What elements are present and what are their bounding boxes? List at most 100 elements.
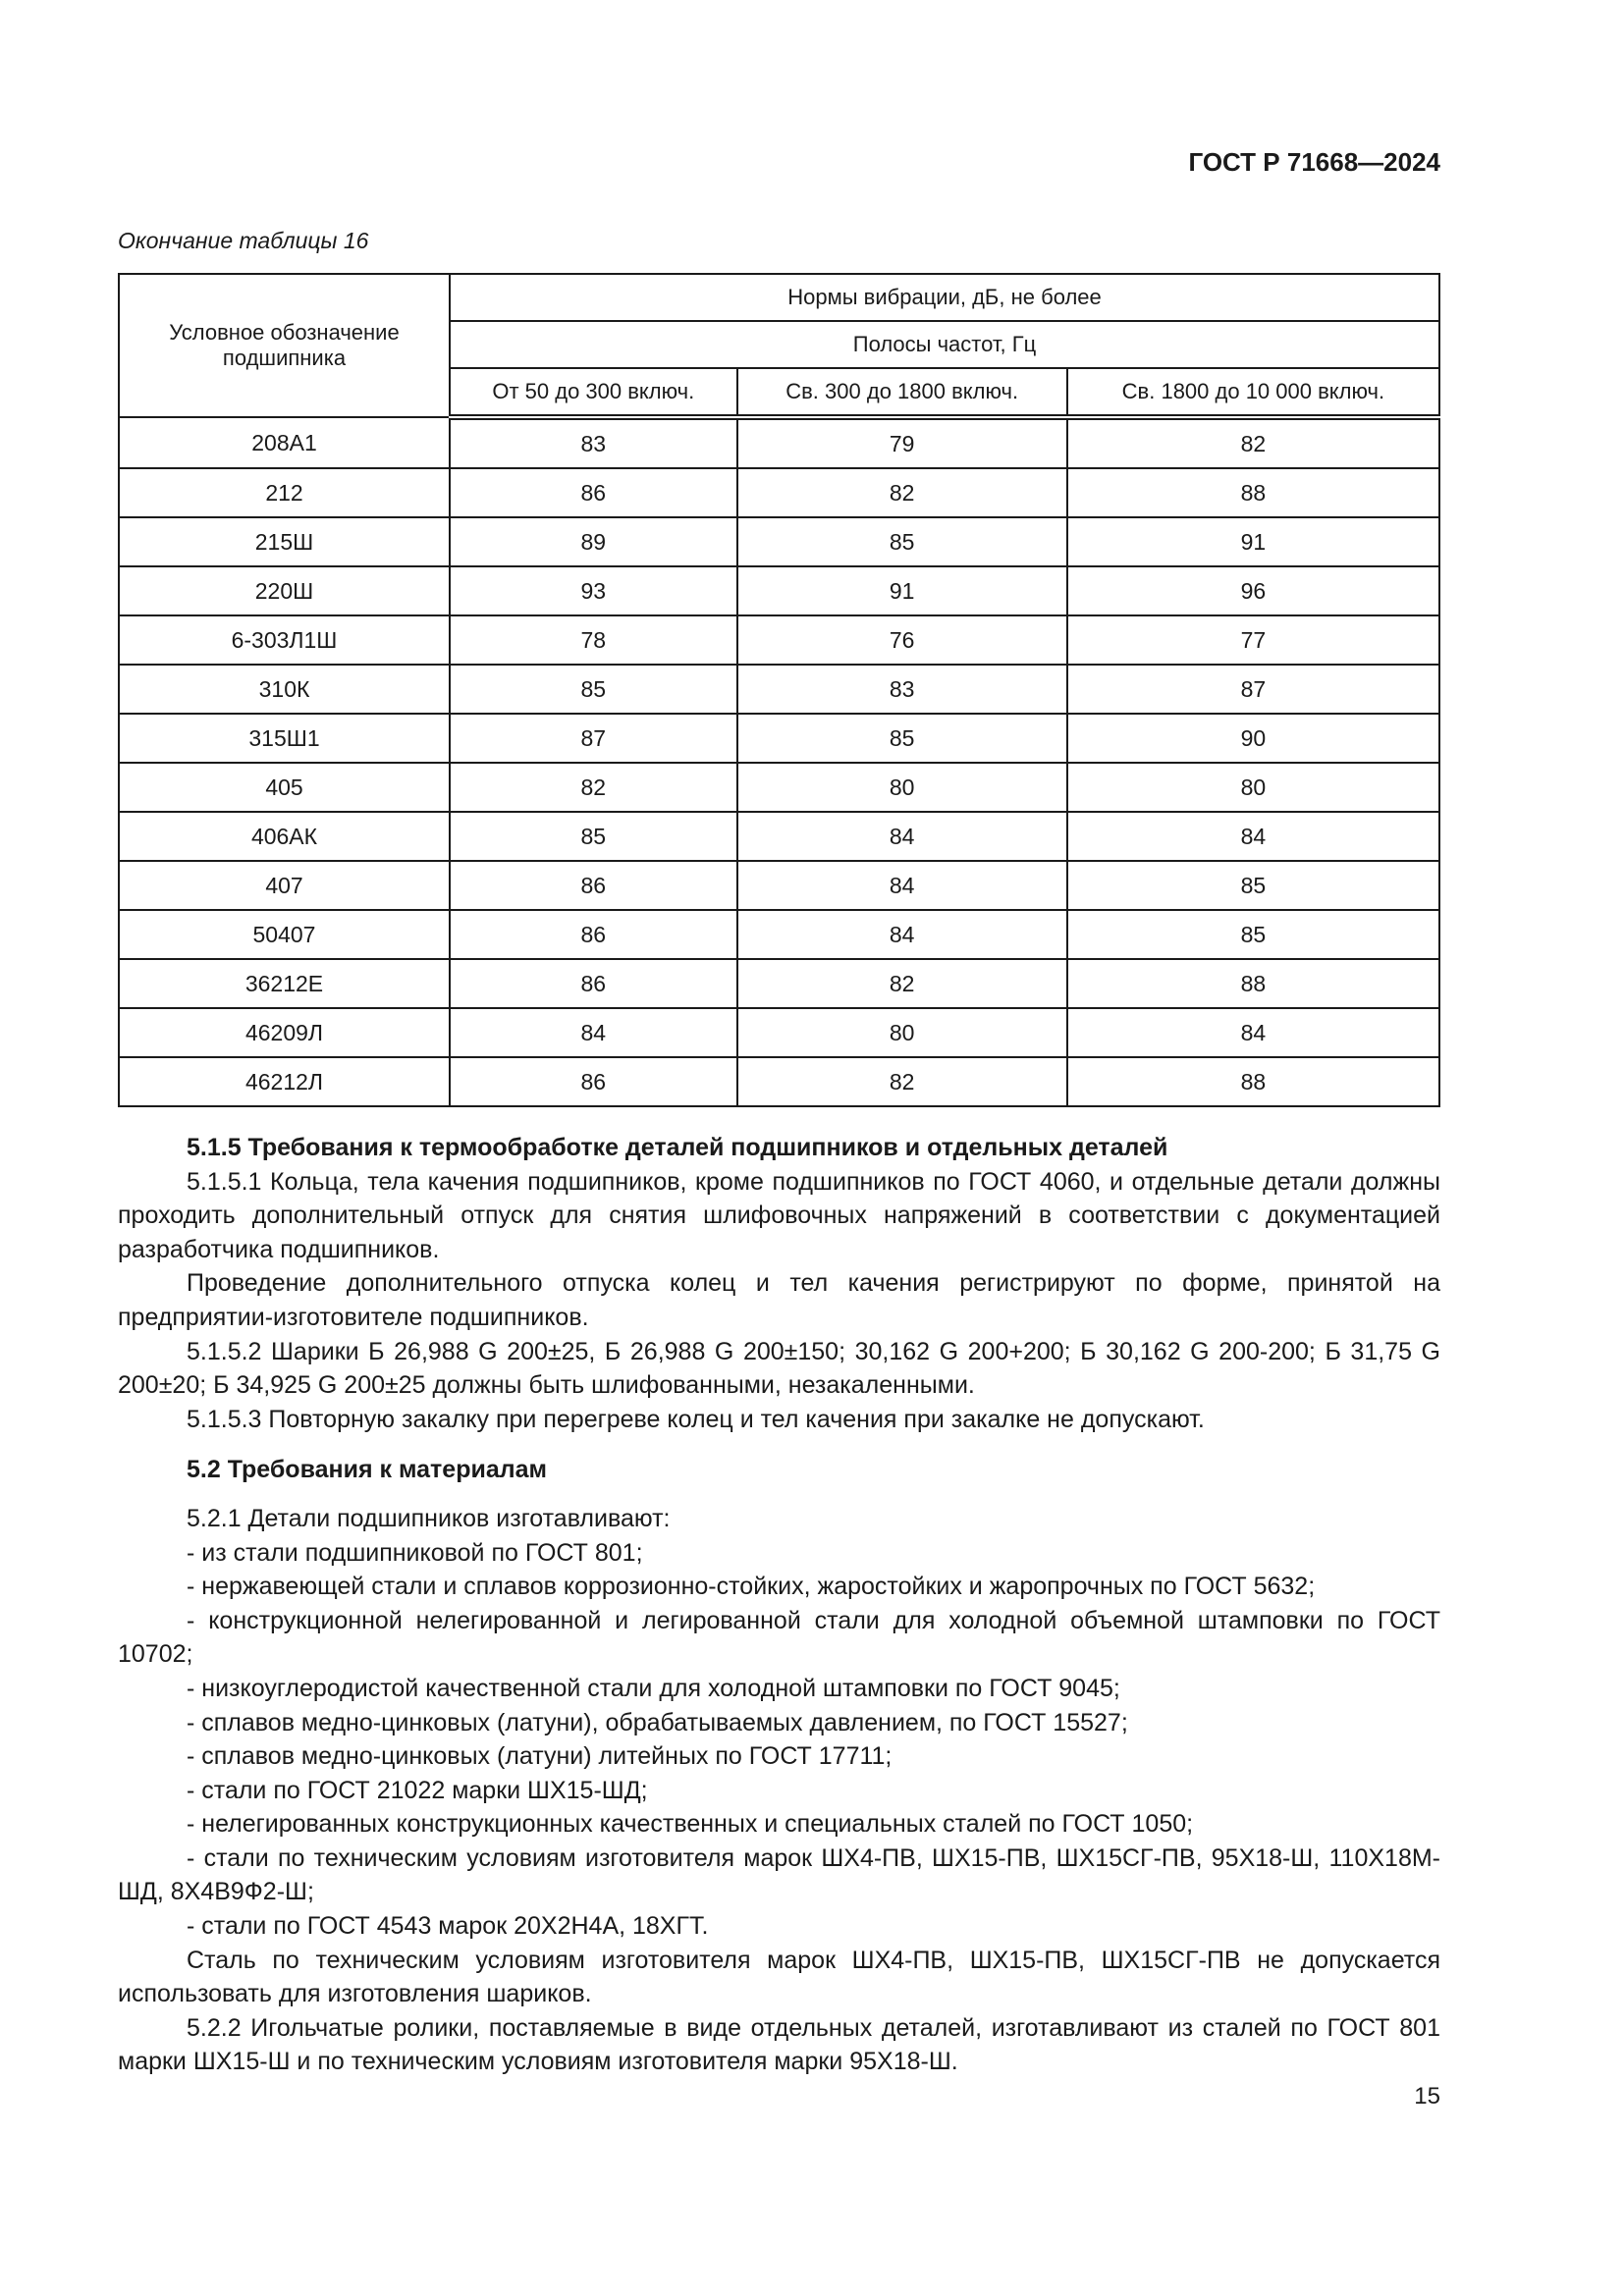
cell-value: 84 xyxy=(1065,1007,1441,1058)
document-id: ГОСТ Р 71668—2024 xyxy=(1188,147,1440,177)
table-row: 46209Л 84 80 84 xyxy=(118,1007,1441,1058)
cell-value: 96 xyxy=(1065,565,1441,616)
col-header-designation: Условное обозначение подшипника xyxy=(118,273,451,418)
paragraph: 5.2.2 Игольчатые ролики, поставляемые в … xyxy=(118,2013,1440,2076)
table-row: 310К 85 83 87 xyxy=(118,664,1441,715)
sub-header: Полосы частот, Гц xyxy=(449,320,1440,369)
paragraph: - стали по ГОСТ 4543 марок 20Х2Н4А, 18ХГ… xyxy=(187,1912,709,1941)
cell-designation: 407 xyxy=(118,860,451,911)
table-row: 208А1 83 79 82 xyxy=(118,416,1441,469)
cell-value: 86 xyxy=(449,860,738,911)
col-header-band: Св. 300 до 1800 включ. xyxy=(735,367,1068,420)
cell-value: 82 xyxy=(735,467,1068,518)
vibration-table: Условное обозначение подшипника Нормы ви… xyxy=(118,273,1441,1107)
paragraph: - нержавеющей стали и сплавов коррозионн… xyxy=(187,1573,1316,1601)
cell-value: 85 xyxy=(449,811,738,862)
cell-designation: 212 xyxy=(118,467,451,518)
table-row: 50407 86 84 85 xyxy=(118,909,1441,960)
cell-designation: 406АК xyxy=(118,811,451,862)
cell-value: 91 xyxy=(1065,516,1441,567)
cell-value: 84 xyxy=(735,811,1068,862)
cell-value: 84 xyxy=(449,1007,738,1058)
cell-value: 89 xyxy=(449,516,738,567)
cell-value: 84 xyxy=(735,909,1068,960)
cell-value: 80 xyxy=(735,762,1068,813)
cell-value: 77 xyxy=(1065,614,1441,666)
table-row: 215Ш 89 85 91 xyxy=(118,516,1441,567)
table-row: 6-303Л1Ш 78 76 77 xyxy=(118,614,1441,666)
cell-designation: 208А1 xyxy=(118,416,451,469)
paragraph: - сплавов медно-цинковых (латуни) литейн… xyxy=(187,1742,893,1771)
cell-value: 85 xyxy=(1065,860,1441,911)
cell-value: 88 xyxy=(1065,467,1441,518)
cell-designation: 6-303Л1Ш xyxy=(118,614,451,666)
paragraph: 5.1.5.3 Повторную закалку при перегреве … xyxy=(187,1405,1205,1433)
paragraph: - низкоуглеродистой качественной стали д… xyxy=(187,1674,1120,1702)
cell-value: 82 xyxy=(449,762,738,813)
cell-value: 82 xyxy=(735,1056,1068,1107)
cell-value: 84 xyxy=(1065,811,1441,862)
paragraph: Проведение дополнительного отпуска колец… xyxy=(118,1269,1440,1331)
section-heading: 5.2 Требования к материалам xyxy=(187,1456,548,1484)
page-number: 15 xyxy=(1414,2083,1440,2109)
cell-value: 82 xyxy=(1065,416,1441,469)
cell-value: 83 xyxy=(735,664,1068,715)
paragraph: - стали по ГОСТ 21022 марки ШХ15-ШД; xyxy=(187,1776,648,1804)
section-heading: 5.1.5 Требования к термообработке детале… xyxy=(187,1134,1168,1161)
table-row: 220Ш 93 91 96 xyxy=(118,565,1441,616)
body-text: 5.1.5 Требования к термообработке детале… xyxy=(118,1131,1440,2079)
paragraph: 5.1.5.1 Кольца, тела качения подшипников… xyxy=(118,1167,1440,1263)
cell-value: 86 xyxy=(449,467,738,518)
cell-value: 85 xyxy=(735,713,1068,764)
cell-designation: 215Ш xyxy=(118,516,451,567)
cell-value: 79 xyxy=(735,416,1068,469)
table-row: 405 82 80 80 xyxy=(118,762,1441,813)
cell-designation: 50407 xyxy=(118,909,451,960)
cell-value: 76 xyxy=(735,614,1068,666)
cell-value: 87 xyxy=(1065,664,1441,715)
cell-value: 88 xyxy=(1065,1056,1441,1107)
paragraph: Сталь по техническим условиям изготовите… xyxy=(118,1946,1440,2008)
cell-value: 78 xyxy=(449,614,738,666)
paragraph: - стали по техническим условиям изготови… xyxy=(118,1843,1440,1906)
table-row: 46212Л 86 82 88 xyxy=(118,1056,1441,1107)
cell-designation: 220Ш xyxy=(118,565,451,616)
cell-value: 85 xyxy=(449,664,738,715)
cell-value: 80 xyxy=(735,1007,1068,1058)
cell-designation: 405 xyxy=(118,762,451,813)
table-row: 36212Е 86 82 88 xyxy=(118,958,1441,1009)
cell-value: 91 xyxy=(735,565,1068,616)
paragraph: - из стали подшипниковой по ГОСТ 801; xyxy=(187,1538,643,1567)
table-row: 212 86 82 88 xyxy=(118,467,1441,518)
cell-value: 90 xyxy=(1065,713,1441,764)
cell-value: 86 xyxy=(449,909,738,960)
cell-designation: 315Ш1 xyxy=(118,713,451,764)
cell-value: 80 xyxy=(1065,762,1441,813)
cell-value: 84 xyxy=(735,860,1068,911)
cell-value: 82 xyxy=(735,958,1068,1009)
col-header-band: От 50 до 300 включ. xyxy=(449,367,738,420)
table-row: 407 86 84 85 xyxy=(118,860,1441,911)
paragraph: 5.1.5.2 Шарики Б 26,988 G 200±25, Б 26,9… xyxy=(118,1337,1440,1400)
group-header: Нормы вибрации, дБ, не более xyxy=(449,273,1440,322)
cell-value: 88 xyxy=(1065,958,1441,1009)
table-row: 315Ш1 87 85 90 xyxy=(118,713,1441,764)
cell-designation: 310К xyxy=(118,664,451,715)
cell-designation: 46212Л xyxy=(118,1056,451,1107)
table-row: 406АК 85 84 84 xyxy=(118,811,1441,862)
col-header-band: Св. 1800 до 10 000 включ. xyxy=(1065,367,1441,420)
cell-value: 83 xyxy=(449,416,738,469)
cell-value: 86 xyxy=(449,958,738,1009)
paragraph: - нелегированных конструкционных качеств… xyxy=(187,1810,1194,1839)
table-caption: Окончание таблицы 16 xyxy=(118,228,369,253)
cell-value: 86 xyxy=(449,1056,738,1107)
paragraph: - сплавов медно-цинковых (латуни), обраб… xyxy=(187,1708,1128,1736)
paragraph: 5.2.1 Детали подшипников изготавливают: xyxy=(187,1504,671,1532)
cell-designation: 46209Л xyxy=(118,1007,451,1058)
paragraph: - конструкционной нелегированной и легир… xyxy=(118,1606,1440,1669)
cell-designation: 36212Е xyxy=(118,958,451,1009)
cell-value: 93 xyxy=(449,565,738,616)
cell-value: 85 xyxy=(1065,909,1441,960)
cell-value: 85 xyxy=(735,516,1068,567)
cell-value: 87 xyxy=(449,713,738,764)
